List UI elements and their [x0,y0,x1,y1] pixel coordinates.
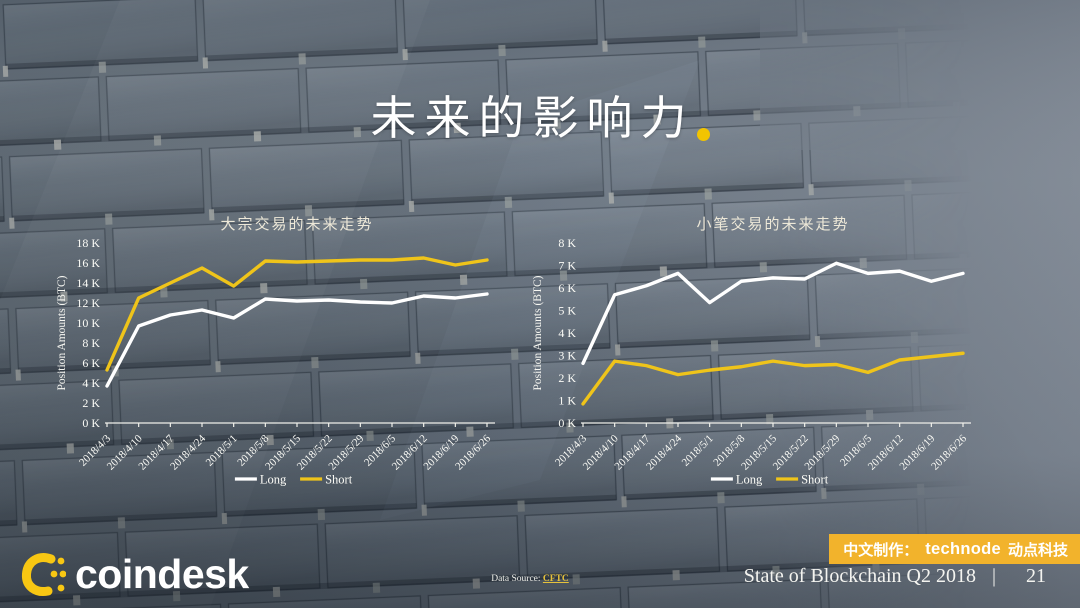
y-tick-label: 7 K [558,259,576,273]
coindesk-logo: coindesk [18,550,249,598]
technode-badge: 中文制作： technode 动点科技 [829,534,1080,564]
y-tick-label: 3 K [558,349,576,363]
y-tick-label: 2 K [558,371,576,385]
coindesk-logo-text: coindesk [75,550,249,597]
data-source-link[interactable]: CFTC [542,574,569,584]
chart-large-trades: 大宗交易的未来走势 Position Amounts (BTC) 0 K 2 K 4 K… [50,205,520,505]
report-title: State of Blockchain Q2 2018 [743,565,976,587]
y-tick-label: 16 K [76,256,100,270]
badge-suffix: 动点科技 [1007,541,1068,559]
y-tick-label: 18 K [76,236,100,250]
x-tick-label: 2018/4/24 [644,432,684,472]
y-tick-label: 8 K [558,236,576,250]
legend-label-long: Long [260,473,287,487]
y-tick-label: 10 K [76,316,100,330]
slide-footer-text: State of Blockchain Q2 2018 | 21 [744,565,1080,588]
page-title-text: 未来的影响力 [370,93,695,144]
legend-label-short: Short [325,473,353,487]
line-series-short [581,351,965,406]
legend-label-short: Short [801,473,829,487]
y-tick-label: 5 K [558,304,576,318]
badge-brand: technode [925,539,1001,558]
chart-large-trades-svg: 大宗交易的未来走势 Position Amounts (BTC) 0 K 2 K 4 K… [56,215,495,487]
y-tick-label: 0 K [82,416,100,430]
x-tick-label: 2018/5/1 [204,433,240,469]
y-tick-label: 2 K [82,396,100,410]
badge-prefix: 中文制作： [843,541,919,559]
y-tick-label: 14 K [76,276,100,290]
coindesk-logo-icon [21,553,66,596]
x-tick-label: 2018/6/26 [929,432,969,472]
y-tick-label: 6 K [82,356,100,370]
y-axis-label: Position Amounts (BTC) [56,275,68,390]
y-tick-label: 6 K [558,281,576,295]
chart-small-trades: 小笔交易的未来走势 Position Amounts (BTC) 0 K 1 K 2 K… [526,205,996,505]
chart-title: 大宗交易的未来走势 [220,215,373,233]
y-axis-label: Position Amounts (BTC) [532,275,544,390]
page-number: 21 [1026,565,1046,587]
x-tick-label: 2018/5/1 [680,433,716,469]
line-series-long [105,292,489,388]
x-tick-label: 2018/6/26 [453,432,493,472]
title-accent-dot [696,128,710,141]
y-tick-label: 4 K [558,326,576,340]
y-tick-label: 12 K [76,296,100,310]
chart-small-trades-svg: 小笔交易的未来走势 Position Amounts (BTC) 0 K 1 K 2 K… [532,215,971,487]
data-source: Data Source: CFTC [430,574,630,584]
y-tick-label: 0 K [558,416,576,430]
x-tick-label: 2018/4/24 [168,432,208,472]
page-title: 未来的影响力 [0,82,1080,148]
y-tick-label: 4 K [82,376,100,390]
data-source-label: Data Source: [491,574,543,584]
y-tick-label: 1 K [558,394,576,408]
line-series-long [581,261,965,366]
x-tick-label: 2018/5/29 [326,432,366,472]
chart-title: 小笔交易的未来走势 [696,215,849,233]
x-tick-label: 2018/5/29 [802,432,842,472]
line-series-short [105,256,489,372]
footer-separator: | [991,565,996,587]
legend-label-long: Long [736,473,763,487]
y-tick-label: 8 K [82,336,100,350]
